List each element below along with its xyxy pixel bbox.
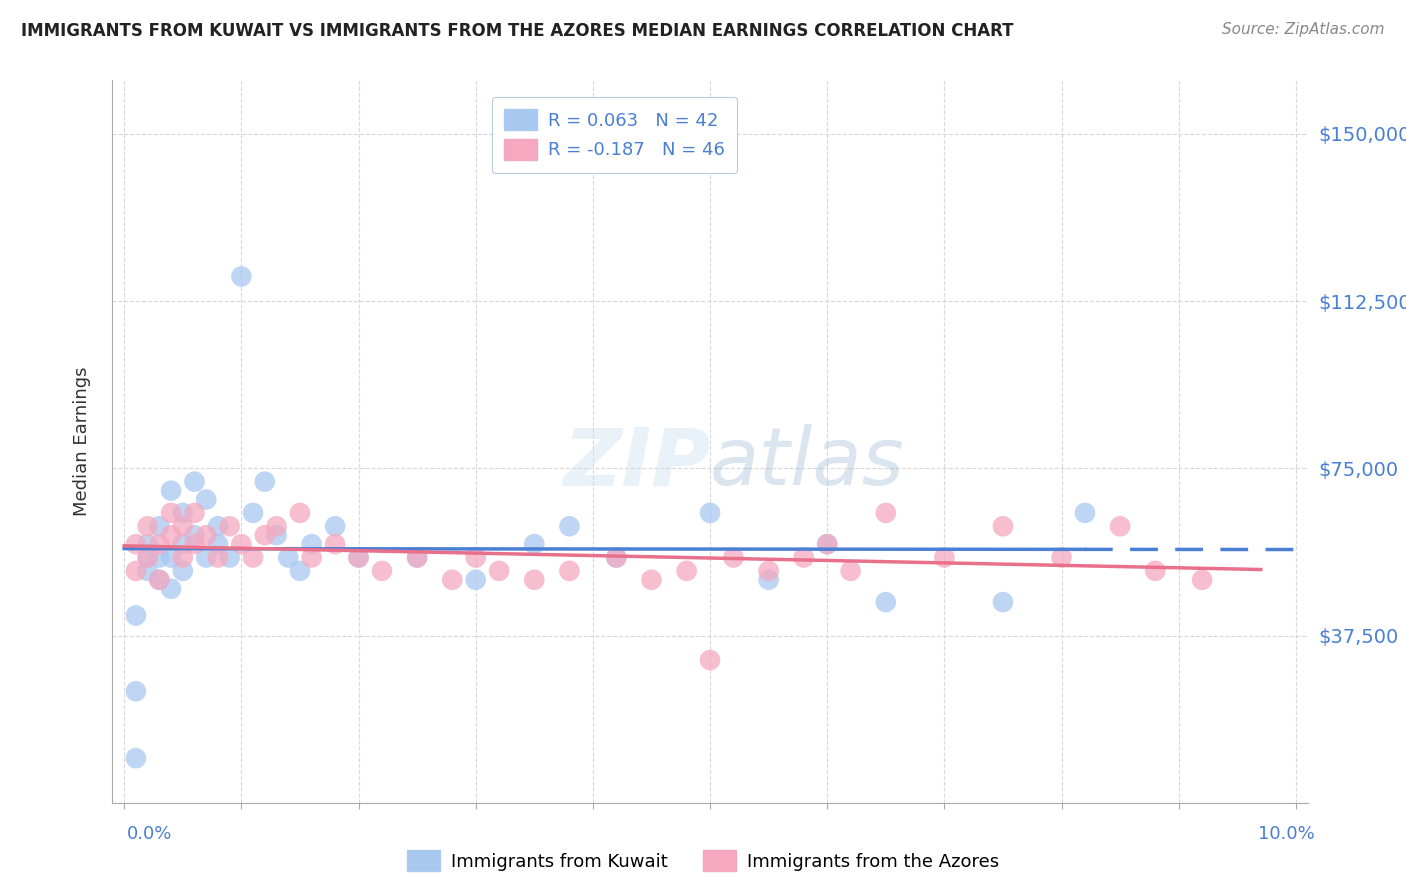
Legend: R = 0.063   N = 42, R = -0.187   N = 46: R = 0.063 N = 42, R = -0.187 N = 46	[492, 96, 737, 172]
Point	[406, 550, 429, 565]
Point	[839, 564, 862, 578]
Point	[815, 537, 838, 551]
Point	[136, 537, 159, 551]
Point	[207, 519, 229, 533]
Point	[640, 573, 662, 587]
Y-axis label: Median Earnings: Median Earnings	[73, 367, 91, 516]
Point	[195, 492, 218, 507]
Point	[523, 537, 546, 551]
Point	[148, 573, 170, 587]
Point	[148, 573, 170, 587]
Point	[723, 550, 745, 565]
Text: 10.0%: 10.0%	[1258, 825, 1315, 843]
Point	[231, 537, 253, 551]
Point	[558, 519, 581, 533]
Point	[488, 564, 510, 578]
Text: 0.0%: 0.0%	[127, 825, 172, 843]
Point	[207, 550, 229, 565]
Point	[160, 550, 183, 565]
Point	[242, 506, 264, 520]
Point	[148, 519, 170, 533]
Point	[125, 564, 148, 578]
Point	[207, 537, 229, 551]
Point	[172, 519, 194, 533]
Text: IMMIGRANTS FROM KUWAIT VS IMMIGRANTS FROM THE AZORES MEDIAN EARNINGS CORRELATION: IMMIGRANTS FROM KUWAIT VS IMMIGRANTS FRO…	[21, 22, 1014, 40]
Point	[253, 475, 276, 489]
Point	[699, 653, 721, 667]
Point	[323, 519, 346, 533]
Point	[1050, 550, 1073, 565]
Point	[793, 550, 815, 565]
Point	[218, 519, 240, 533]
Point	[148, 550, 170, 565]
Point	[464, 550, 486, 565]
Point	[991, 595, 1014, 609]
Point	[1144, 564, 1167, 578]
Point	[148, 537, 170, 551]
Point	[183, 537, 205, 551]
Point	[136, 564, 159, 578]
Point	[195, 528, 218, 542]
Point	[160, 582, 183, 596]
Point	[406, 550, 429, 565]
Point	[1191, 573, 1213, 587]
Legend: Immigrants from Kuwait, Immigrants from the Azores: Immigrants from Kuwait, Immigrants from …	[399, 843, 1007, 879]
Point	[288, 564, 311, 578]
Point	[1074, 506, 1097, 520]
Point	[125, 751, 148, 765]
Point	[136, 519, 159, 533]
Point	[347, 550, 370, 565]
Point	[323, 537, 346, 551]
Point	[301, 537, 323, 551]
Point	[758, 573, 780, 587]
Point	[266, 519, 288, 533]
Point	[875, 595, 897, 609]
Text: Source: ZipAtlas.com: Source: ZipAtlas.com	[1222, 22, 1385, 37]
Point	[218, 550, 240, 565]
Point	[231, 269, 253, 284]
Point	[605, 550, 627, 565]
Point	[758, 564, 780, 578]
Point	[934, 550, 956, 565]
Point	[266, 528, 288, 542]
Point	[125, 537, 148, 551]
Point	[183, 528, 205, 542]
Point	[183, 475, 205, 489]
Point	[253, 528, 276, 542]
Point	[815, 537, 838, 551]
Point	[136, 550, 159, 565]
Point	[301, 550, 323, 565]
Point	[991, 519, 1014, 533]
Point	[277, 550, 299, 565]
Point	[464, 573, 486, 587]
Point	[347, 550, 370, 565]
Point	[875, 506, 897, 520]
Point	[172, 564, 194, 578]
Text: ZIP: ZIP	[562, 425, 710, 502]
Point	[172, 537, 194, 551]
Point	[172, 550, 194, 565]
Point	[605, 550, 627, 565]
Point	[288, 506, 311, 520]
Point	[160, 528, 183, 542]
Point	[558, 564, 581, 578]
Point	[160, 506, 183, 520]
Point	[242, 550, 264, 565]
Point	[136, 550, 159, 565]
Point	[1109, 519, 1132, 533]
Point	[523, 573, 546, 587]
Point	[195, 550, 218, 565]
Point	[441, 573, 464, 587]
Point	[699, 506, 721, 520]
Point	[675, 564, 697, 578]
Point	[160, 483, 183, 498]
Point	[172, 506, 194, 520]
Point	[183, 506, 205, 520]
Point	[125, 684, 148, 698]
Text: atlas: atlas	[710, 425, 905, 502]
Point	[371, 564, 394, 578]
Point	[125, 608, 148, 623]
